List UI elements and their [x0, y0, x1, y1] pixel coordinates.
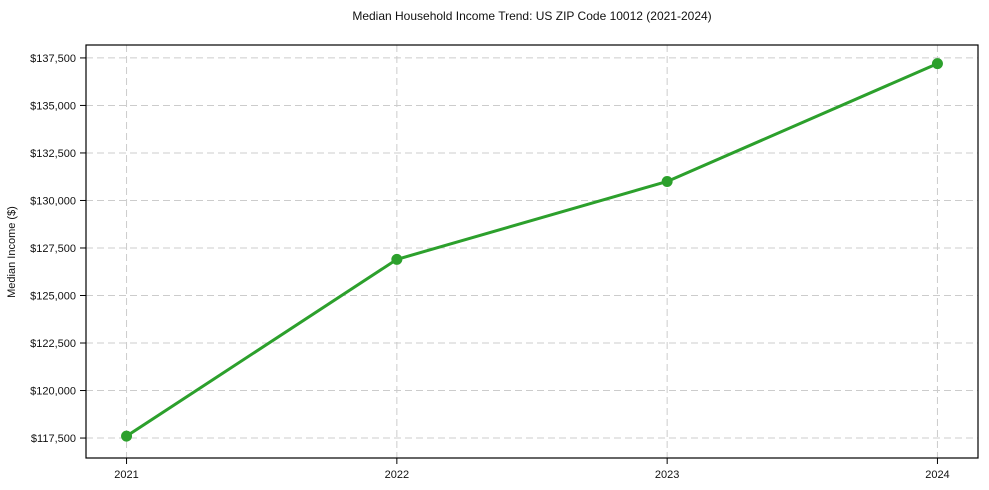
y-tick-label: $135,000 [30, 100, 76, 112]
x-tick-label: 2024 [925, 469, 949, 481]
plot-border [85, 44, 979, 459]
x-tick-label: 2023 [655, 469, 679, 481]
y-tick-label: $120,000 [30, 386, 76, 398]
y-tick-label: $127,500 [30, 243, 76, 255]
y-tick-label: $137,500 [30, 53, 76, 65]
data-point-marker [931, 58, 943, 70]
data-point-marker [661, 175, 673, 187]
income-trend-line [125, 62, 939, 438]
y-tick-label: $132,500 [30, 148, 76, 160]
y-tick-label: $130,000 [30, 195, 76, 207]
data-point-marker [391, 253, 403, 265]
plot-area: $117,500 $120,000 $122,500 $125,000 $127,500… [30, 44, 979, 481]
y-axis-label: Median Income ($) [6, 206, 18, 298]
y-tick-label: $117,500 [31, 433, 76, 445]
y-tick-label: $122,500 [30, 338, 76, 350]
chart-title: Median Household Income Trend: US ZIP Co… [352, 9, 711, 23]
y-tick-label: $125,000 [30, 290, 76, 302]
x-tick-label: 2022 [385, 469, 409, 481]
data-point-marker [121, 430, 133, 442]
x-tick-label: 2021 [114, 469, 138, 481]
